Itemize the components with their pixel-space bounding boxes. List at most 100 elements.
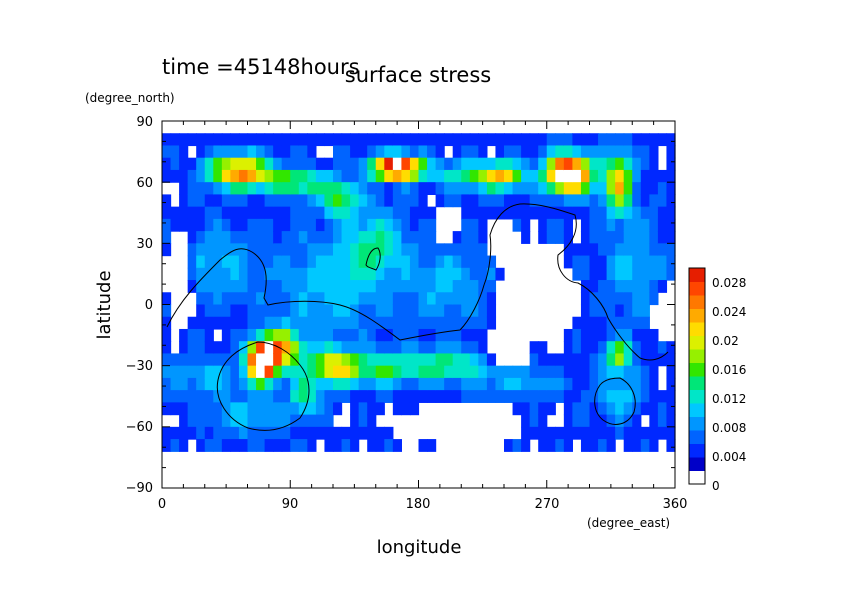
field-cell	[563, 243, 573, 257]
field-cell	[221, 194, 231, 208]
stress-field	[162, 133, 676, 452]
field-cell	[367, 365, 377, 379]
field-cell	[657, 231, 668, 244]
field-cell	[196, 377, 206, 391]
field-cell	[392, 328, 402, 342]
field-cell	[623, 169, 633, 183]
field-cell	[333, 182, 343, 195]
field-cell	[435, 182, 445, 195]
field-cell	[580, 328, 591, 342]
field-cell	[409, 169, 420, 183]
field-cell	[187, 390, 197, 403]
field-cell	[563, 169, 573, 183]
field-cell	[238, 353, 249, 367]
field-cell	[187, 255, 197, 269]
field-cell	[221, 426, 231, 440]
field-cell	[307, 157, 317, 171]
field-cell	[256, 194, 266, 208]
field-cell	[632, 304, 642, 318]
field-cell	[221, 218, 231, 232]
field-cell	[341, 390, 351, 403]
field-cell	[290, 206, 300, 220]
field-cell	[478, 316, 488, 330]
field-cell	[392, 157, 402, 171]
field-cell	[290, 255, 300, 269]
field-cell	[230, 145, 240, 159]
field-cell	[196, 316, 206, 330]
field-cell	[632, 414, 642, 428]
field-cell	[281, 414, 291, 428]
field-cell	[546, 365, 556, 379]
field-cell	[341, 365, 351, 379]
field-cell	[281, 426, 291, 440]
axis-ticks	[161, 120, 676, 489]
field-cell	[196, 414, 206, 428]
field-cell	[649, 267, 659, 281]
field-cell	[461, 341, 471, 355]
field-cell	[256, 206, 266, 220]
field-cell	[315, 243, 326, 257]
field-cell	[333, 145, 343, 159]
field-cell	[598, 182, 608, 195]
field-cell	[623, 328, 633, 342]
field-cell	[598, 133, 608, 147]
field-cell	[623, 157, 633, 171]
field-cell	[375, 182, 385, 195]
field-cell	[632, 402, 642, 416]
field-cell	[375, 231, 385, 244]
field-cell	[623, 182, 633, 195]
field-cell	[307, 439, 317, 452]
field-cell	[358, 133, 368, 147]
field-cell	[333, 218, 343, 232]
field-cell	[392, 402, 402, 416]
field-cell	[238, 133, 249, 147]
field-cell	[204, 328, 214, 342]
field-cell	[187, 267, 197, 281]
field-cell	[341, 304, 351, 318]
field-cell	[213, 133, 223, 147]
field-cell	[632, 182, 642, 195]
field-cell	[273, 243, 283, 257]
field-cell	[256, 304, 266, 318]
field-cell	[452, 133, 462, 147]
field-cell	[486, 169, 497, 183]
field-cell	[623, 439, 633, 452]
field-cell	[221, 255, 231, 269]
field-cell	[392, 377, 402, 391]
field-cell	[213, 426, 223, 440]
field-cell	[384, 304, 394, 318]
field-cell	[401, 390, 411, 403]
field-cell	[598, 439, 608, 452]
field-cell	[401, 218, 411, 232]
field-cell	[230, 353, 240, 367]
field-cell	[384, 365, 394, 379]
field-cell	[418, 231, 428, 244]
field-cell	[358, 390, 368, 403]
field-cell	[230, 439, 240, 452]
field-cell	[170, 218, 180, 232]
field-cell	[504, 439, 514, 452]
field-cell	[392, 133, 402, 147]
field-cell	[179, 133, 189, 147]
field-cell	[640, 328, 650, 342]
field-cell	[290, 145, 300, 159]
field-cell	[290, 157, 300, 171]
field-cell	[238, 206, 249, 220]
field-cell	[598, 194, 608, 208]
field-cell	[521, 157, 531, 171]
field-cell	[264, 231, 274, 244]
field-cell	[657, 390, 668, 403]
x-tick-label: 270	[535, 497, 560, 512]
field-cell	[384, 206, 394, 220]
field-cell	[418, 133, 428, 147]
field-cell	[623, 316, 633, 330]
field-cell	[580, 414, 591, 428]
field-cell	[392, 145, 402, 159]
field-cell	[529, 341, 539, 355]
field-cell	[461, 133, 471, 147]
field-cell	[495, 145, 505, 159]
field-cell	[281, 365, 291, 379]
field-cell	[247, 243, 257, 257]
field-cell	[324, 194, 334, 208]
field-cell	[512, 377, 522, 391]
